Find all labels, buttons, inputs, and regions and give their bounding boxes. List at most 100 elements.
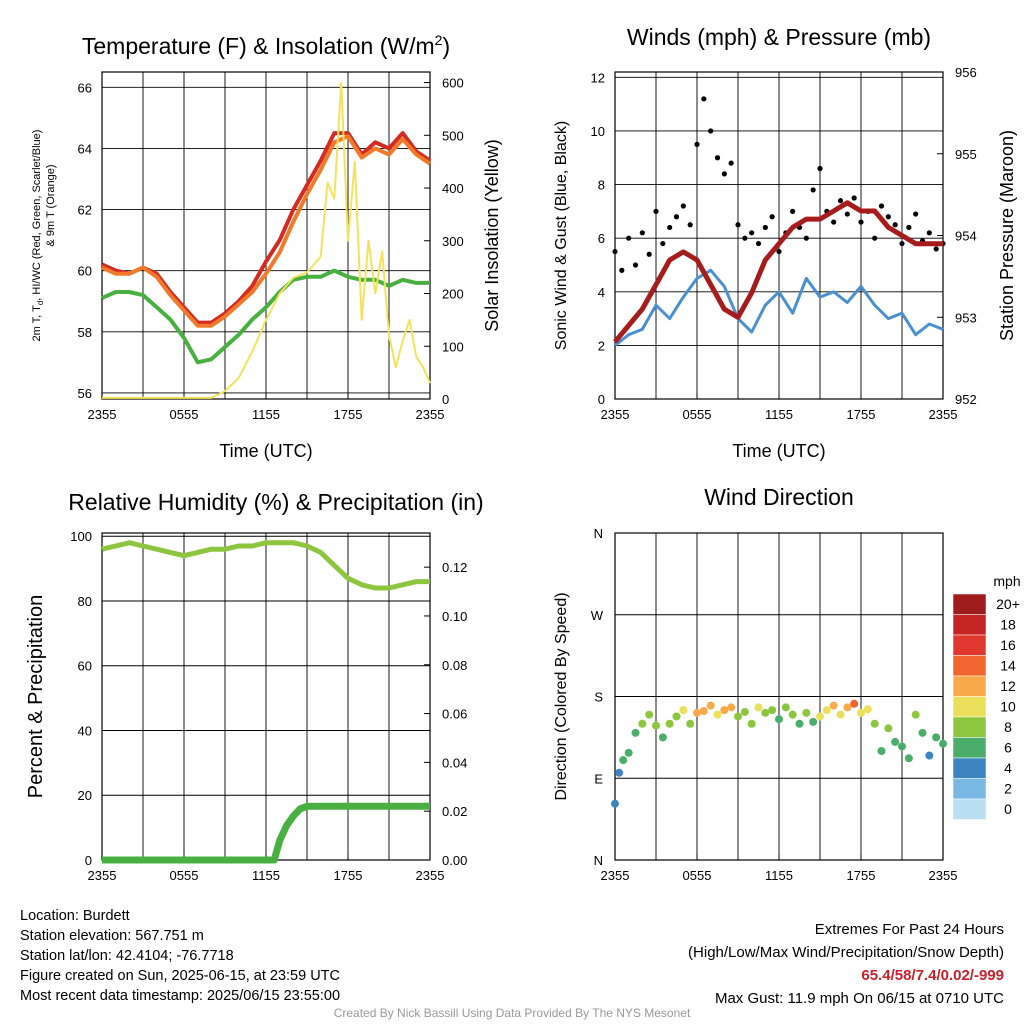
x-tick-label: 1755 — [334, 868, 363, 883]
gust-point — [673, 214, 680, 220]
y2-tick-label: 600 — [442, 76, 464, 91]
legend-swatch — [952, 778, 987, 800]
x-tick-label: 0555 — [683, 868, 712, 883]
y2-tick-label: 952 — [955, 392, 977, 407]
gust-point — [735, 222, 741, 228]
gust-point — [701, 96, 707, 102]
y-axis-label: Sonic Wind & Gust (Blue, Black) — [553, 121, 570, 350]
x-tick-label: 1155 — [252, 868, 280, 883]
direction-point — [857, 708, 865, 717]
y2-axis-label: Station Pressure (Maroon) — [997, 130, 1017, 341]
elevation-text: Station elevation: 567.751 m — [20, 928, 204, 944]
gust-point — [762, 224, 768, 231]
chart-title: Relative Humidity (%) & Precipitation (i… — [68, 489, 483, 515]
y2-tick-label: 100 — [442, 339, 464, 354]
station-info: Location: Burdett Station elevation: 567… — [20, 906, 340, 1006]
x-tick-label: 1755 — [847, 868, 876, 883]
extremes-subtitle: (High/Low/Max Wind/Precipitation/Snow De… — [688, 944, 1004, 961]
x-tick-label: 0555 — [170, 407, 199, 422]
direction-point — [693, 708, 701, 717]
direction-point — [638, 719, 647, 728]
gust-point — [878, 203, 885, 209]
gust-point — [708, 128, 714, 134]
gust-point — [858, 219, 864, 225]
direction-point — [911, 710, 920, 719]
x-axis-label: Time (UTC) — [219, 441, 312, 461]
legend-swatch — [952, 614, 987, 636]
legend-label: 18 — [1000, 617, 1016, 633]
y-tick-label: 8 — [598, 178, 605, 193]
extremes-title: Extremes For Past 24 Hours — [814, 921, 1004, 938]
x-tick-label: 2355 — [416, 407, 445, 422]
direction-point — [679, 706, 688, 715]
y2-tick-label: 0.02 — [442, 804, 467, 819]
legend-swatch — [952, 798, 987, 820]
y-axis-label-line2: & 9m T (Orange) — [45, 164, 57, 246]
gust-point — [913, 211, 919, 217]
y-tick-label: 60 — [78, 264, 92, 279]
direction-point — [836, 710, 845, 719]
legend-label: 14 — [1000, 658, 1016, 674]
y-tick-label: 6 — [598, 231, 605, 246]
gust-point — [626, 235, 632, 241]
gust-point — [755, 240, 762, 247]
y-tick-label: 12 — [591, 70, 605, 85]
gust-point — [728, 160, 734, 166]
direction-point — [734, 712, 742, 721]
direction-point — [686, 719, 695, 728]
y2-tick-label: 955 — [955, 147, 977, 162]
gust-point — [646, 251, 652, 257]
y2-tick-label: 953 — [955, 310, 977, 325]
x-tick-label: 1755 — [847, 407, 876, 422]
latlon-text: Station lat/lon: 42.4104; -76.7718 — [20, 948, 234, 964]
gust-point — [851, 195, 857, 201]
direction-point — [795, 719, 804, 728]
gust-point — [619, 267, 625, 273]
y2-tick-label: 0.00 — [442, 853, 467, 868]
direction-point — [918, 728, 927, 737]
direction-point — [898, 742, 906, 751]
recent-text: Most recent data timestamp: 2025/06/15 2… — [20, 988, 341, 1004]
gust-point — [632, 262, 639, 268]
x-tick-label: 1755 — [334, 407, 363, 422]
legend-swatch — [952, 737, 987, 759]
y-tick-label: 0 — [85, 853, 92, 868]
location-text: Location: Burdett — [20, 908, 130, 924]
direction-point — [870, 719, 879, 728]
direction-point — [775, 715, 783, 724]
y2-tick-label: 0.08 — [442, 658, 467, 673]
chart-title: Wind Direction — [704, 484, 854, 510]
x-tick-label: 1155 — [765, 407, 793, 422]
direction-point — [788, 710, 797, 719]
legend-swatch — [952, 675, 987, 697]
direction-point — [863, 705, 872, 714]
direction-point — [727, 703, 736, 712]
legend-swatch — [952, 634, 987, 656]
direction-point — [720, 706, 729, 715]
gust-point — [837, 198, 844, 204]
direction-point — [939, 739, 947, 748]
y-tick-label: 60 — [78, 659, 92, 674]
legend-label: 12 — [1000, 678, 1016, 694]
y-tick-label: 0 — [598, 392, 605, 407]
y-tick-label: 100 — [70, 529, 92, 544]
gust-point — [933, 246, 939, 252]
series-line-0 — [101, 540, 430, 591]
gust-point — [776, 248, 782, 255]
gust-point — [612, 248, 618, 255]
direction-point — [754, 703, 763, 712]
series-line-2 — [101, 268, 430, 365]
y-tick-label: 10 — [591, 124, 605, 139]
x-tick-label: 2355 — [929, 868, 958, 883]
y2-tick-label: 0.10 — [442, 609, 467, 624]
chart-title: Winds (mph) & Pressure (mb) — [627, 24, 931, 50]
gust-point — [749, 230, 755, 236]
gust-point — [742, 235, 748, 241]
meteogram-figure: 2355 0555 1155 1755 235556586062646601002003… — [25, 24, 1021, 883]
direction-point — [816, 712, 824, 721]
gust-point — [680, 203, 686, 209]
x-tick-label: 1155 — [252, 407, 280, 422]
max-gust-text: Max Gust: 11.9 mph On 06/15 at 0710 UTC — [714, 990, 1004, 1007]
y-axis-label: Percent & Precipitation — [25, 595, 47, 798]
direction-point — [658, 733, 667, 742]
